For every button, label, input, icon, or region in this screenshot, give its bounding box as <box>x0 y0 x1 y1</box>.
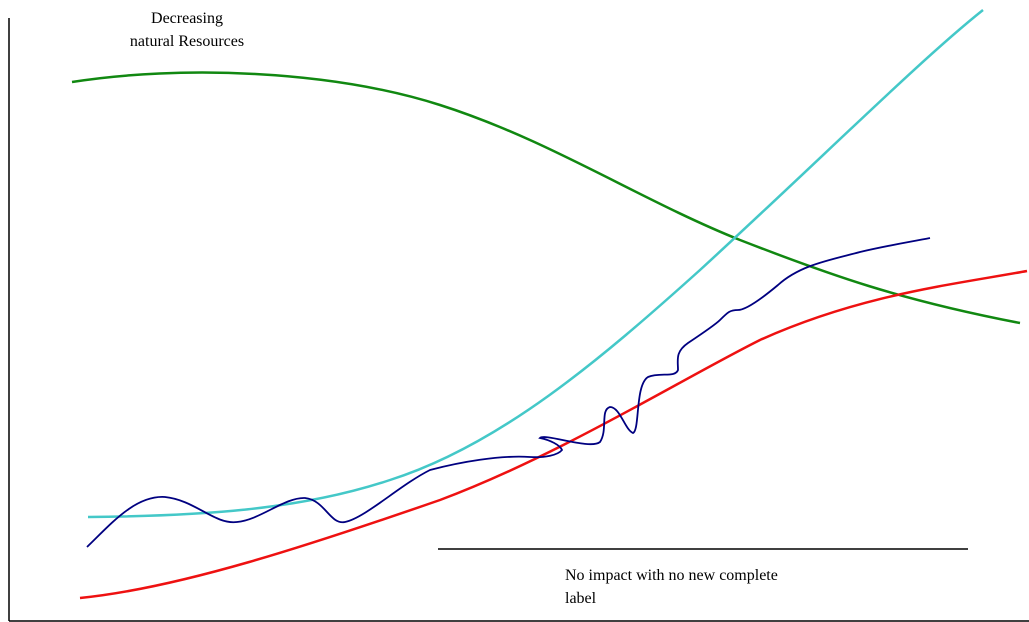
growth-curve-red <box>79 269 1028 600</box>
growth-curve-cyan <box>87 9 984 519</box>
no-impact-label: No impact with no new complete label <box>565 564 885 610</box>
no-impact-label-line2: label <box>565 590 597 607</box>
decreasing-resources-label-line2: natural Resources <box>129 33 245 50</box>
decreasing-resources-label: Decreasing natural Resources <box>112 7 262 53</box>
no-impact-label-line1: No impact with no new complete <box>565 567 778 584</box>
growth-curve-navy <box>86 237 931 548</box>
decreasing-resources-label-line1: Decreasing <box>151 10 223 27</box>
natural-resources-curve <box>71 71 1021 325</box>
